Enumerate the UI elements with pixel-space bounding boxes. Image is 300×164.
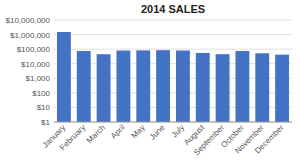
bar [275, 55, 289, 122]
y-tick-label: $10,000 [21, 60, 50, 69]
x-tick-label: March [85, 123, 107, 145]
x-tick-label: December [253, 123, 286, 156]
x-axis: JanuaryFebruaryMarchAprilMayJuneJulyAugu… [41, 123, 286, 158]
grid-line [54, 20, 292, 21]
bar [156, 50, 170, 122]
y-tick-label: $1 [41, 118, 50, 127]
y-grid [54, 20, 292, 122]
bar [116, 51, 130, 122]
chart-title: 2014 SALES [141, 3, 205, 15]
bar [136, 50, 150, 122]
bar [77, 51, 91, 122]
x-tick-label: July [170, 123, 186, 139]
y-tick-label: $100 [32, 89, 50, 98]
y-tick-label: $1,000 [26, 74, 51, 83]
y-tick-label: $10 [37, 103, 51, 112]
bar [57, 32, 71, 122]
x-axis-line [54, 122, 292, 123]
grid-line [54, 34, 292, 35]
x-tick-label: June [148, 123, 167, 142]
y-axis: $1 $10 $100 $1,000 $10,000 $100,000 $1,000,000… [6, 16, 51, 127]
bar [176, 51, 190, 122]
x-tick-label: May [130, 123, 147, 140]
bar [235, 51, 249, 122]
bar [255, 53, 269, 122]
bars [57, 32, 289, 122]
x-tick-label: February [58, 123, 87, 152]
bar [216, 54, 230, 122]
grid-line [54, 49, 292, 50]
y-tick-label: $10,000,000 [6, 16, 51, 25]
y-tick-label: $100,000 [17, 45, 51, 54]
bar [196, 53, 210, 122]
chart-container: $1 $10 $100 $1,000 $10,000 $100,000 $1,000,000… [0, 0, 300, 164]
y-tick-label: $1,000,000 [10, 31, 51, 40]
x-tick-label: April [109, 123, 127, 141]
x-tick-label: September [192, 123, 226, 157]
grid-line [54, 122, 292, 123]
bar [97, 54, 111, 122]
chart-svg: $1 $10 $100 $1,000 $10,000 $100,000 $1,000,000… [0, 0, 300, 164]
